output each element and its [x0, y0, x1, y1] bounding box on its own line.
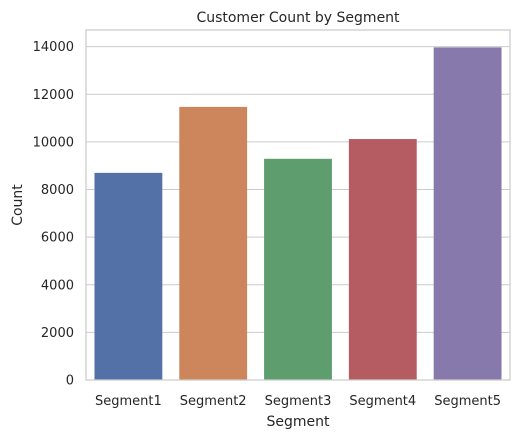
- plot-frame: [85, 29, 511, 381]
- x-axis-label: Segment: [267, 414, 331, 430]
- y-tick-label: 0: [66, 374, 74, 389]
- x-tick-label: Segment5: [434, 394, 501, 409]
- x-tick-label: Segment3: [265, 394, 332, 409]
- x-axis-ticks: Segment1 Segment2 Segment3 Segment4 Segment5: [95, 394, 501, 409]
- x-tick-label: Segment1: [95, 394, 162, 409]
- bar-segment2: [179, 106, 248, 381]
- y-tick-label: 4000: [41, 278, 74, 293]
- y-tick-label: 10000: [33, 135, 74, 150]
- y-tick-label: 8000: [41, 183, 74, 198]
- x-tick-label: Segment2: [180, 394, 247, 409]
- bar-segment3: [264, 158, 332, 380]
- y-tick-label: 2000: [41, 326, 74, 341]
- chart-title: Customer Count by Segment: [196, 10, 400, 26]
- bar-segment1: [94, 172, 163, 380]
- x-tick-label: Segment4: [349, 394, 416, 409]
- y-axis-ticks: 0 2000 4000 6000 8000 10000 12000 14000: [33, 40, 74, 388]
- y-axis-label: Count: [10, 184, 26, 226]
- y-tick-label: 12000: [33, 88, 74, 103]
- y-tick-label: 14000: [33, 40, 74, 55]
- bar-segment5: [433, 47, 502, 380]
- bar-segment4: [348, 139, 417, 380]
- y-tick-label: 6000: [41, 231, 74, 246]
- bars: [94, 47, 502, 381]
